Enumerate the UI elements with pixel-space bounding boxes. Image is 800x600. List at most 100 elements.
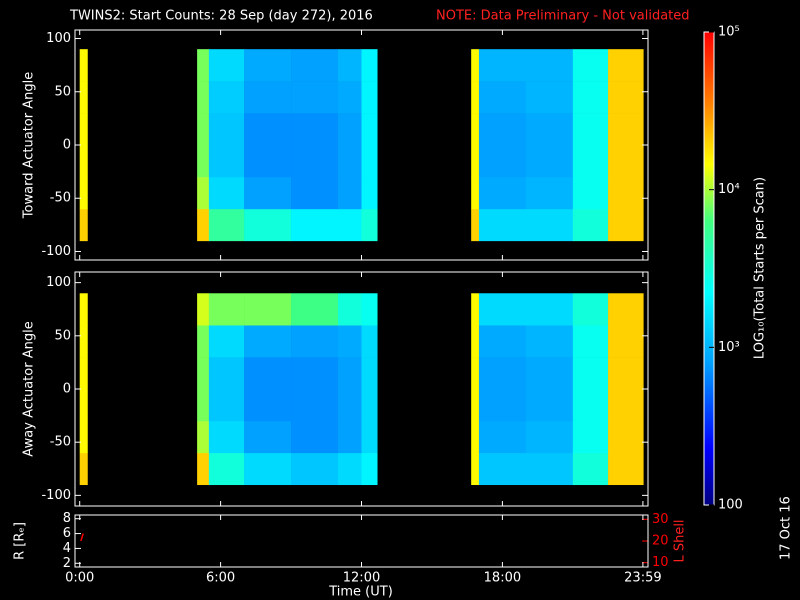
heatmap-cell bbox=[291, 420, 339, 454]
heatmap-cell bbox=[608, 325, 644, 358]
heatmap-cell bbox=[79, 420, 88, 454]
chart-title: TWINS2: Start Counts: 28 Sep (day 272), … bbox=[69, 9, 373, 24]
colorbar-tick-label: 10⁵ bbox=[718, 25, 740, 40]
heatmap-cell bbox=[572, 81, 609, 114]
heatmap-cell bbox=[525, 325, 574, 358]
heatmap-cell bbox=[208, 49, 245, 82]
colorbar-tick-label: 10⁴ bbox=[718, 182, 740, 197]
heatmap-cell bbox=[361, 420, 378, 454]
heatmap-cell bbox=[197, 357, 210, 422]
plot-frame bbox=[74, 514, 649, 568]
y2-tick-label: 20 bbox=[652, 534, 669, 549]
heatmap-cell bbox=[291, 293, 339, 326]
x-tick-label: 12:00 bbox=[343, 571, 380, 586]
y-tick-label: 50 bbox=[54, 328, 71, 343]
heatmap-cell bbox=[471, 208, 480, 242]
heatmap-cell bbox=[478, 325, 527, 358]
heatmap-cell bbox=[478, 176, 527, 210]
heatmap-cell bbox=[478, 357, 527, 422]
heatmap-cell bbox=[471, 176, 480, 210]
heatmap-cell bbox=[471, 325, 480, 358]
y-tick-label: 100 bbox=[46, 275, 71, 290]
heatmap-cell bbox=[525, 357, 574, 422]
heatmap-cell bbox=[572, 420, 609, 454]
heatmap-cell bbox=[244, 81, 292, 114]
heatmap-cell bbox=[338, 81, 362, 114]
heatmap-cell bbox=[291, 81, 339, 114]
heatmap-cell bbox=[244, 357, 292, 422]
heatmap-cell bbox=[608, 176, 644, 210]
heatmap-cell bbox=[608, 293, 644, 326]
heatmap-cell bbox=[572, 208, 609, 242]
y-tick-label: 6 bbox=[63, 526, 71, 541]
heatmap-cell bbox=[244, 325, 292, 358]
heatmap-cell bbox=[197, 113, 210, 178]
heatmap-cell bbox=[338, 420, 362, 454]
heatmap-cell bbox=[361, 325, 378, 358]
heatmap-cell bbox=[338, 293, 362, 326]
heatmap-cell bbox=[208, 420, 245, 454]
y-tick-label: -50 bbox=[50, 191, 71, 206]
heatmap-cell bbox=[291, 452, 339, 486]
heatmap-cell bbox=[208, 452, 245, 486]
y-tick-label: 100 bbox=[46, 31, 71, 46]
heatmap-cell bbox=[79, 176, 88, 210]
heatmap-cell bbox=[572, 49, 609, 82]
heatmap-cell bbox=[244, 49, 292, 82]
heatmap-cell bbox=[471, 293, 480, 326]
heatmap-cell bbox=[197, 81, 210, 114]
heatmap-cell bbox=[471, 452, 480, 486]
heatmap-cell bbox=[525, 293, 574, 326]
heatmap-cell bbox=[478, 81, 527, 114]
heatmap-cell bbox=[608, 357, 644, 422]
x-tick-label: 18:00 bbox=[484, 571, 521, 586]
heatmap-cell bbox=[608, 452, 644, 486]
heatmap-cell bbox=[338, 49, 362, 82]
y-axis-label: Toward Actuator Angle bbox=[22, 72, 37, 219]
heatmap-cell bbox=[525, 176, 574, 210]
heatmap-cell bbox=[338, 452, 362, 486]
heatmap-cell bbox=[361, 452, 378, 486]
heatmap-cell bbox=[471, 49, 480, 82]
heatmap-cell bbox=[244, 113, 292, 178]
heatmap-cell bbox=[361, 293, 378, 326]
heatmap-cell bbox=[338, 176, 362, 210]
heatmap-cell bbox=[244, 208, 292, 242]
heatmap-cell bbox=[208, 293, 245, 326]
y-tick-label: -50 bbox=[50, 435, 71, 450]
heatmap-cell bbox=[338, 325, 362, 358]
heatmap-cell bbox=[608, 208, 644, 242]
heatmap-cell bbox=[608, 420, 644, 454]
heatmap-cell bbox=[361, 81, 378, 114]
heatmap-cell bbox=[244, 293, 292, 326]
colorbar bbox=[704, 32, 714, 505]
heatmap-cell bbox=[208, 113, 245, 178]
heatmap-cell bbox=[197, 49, 210, 82]
heatmap-cell bbox=[525, 81, 574, 114]
y-tick-label: -100 bbox=[41, 244, 71, 259]
heatmap-cell bbox=[572, 293, 609, 326]
heatmap-cell bbox=[572, 176, 609, 210]
y2-tick-label: 10 bbox=[652, 555, 669, 570]
heatmap-cell bbox=[291, 49, 339, 82]
x-tick-label: 6:00 bbox=[206, 571, 235, 586]
heatmap-cell bbox=[361, 113, 378, 178]
heatmap-cell bbox=[197, 176, 210, 210]
heatmap-cell bbox=[338, 357, 362, 422]
heatmap-cell bbox=[291, 113, 339, 178]
heatmap-cell bbox=[208, 357, 245, 422]
heatmap-cell bbox=[471, 357, 480, 422]
heatmap-cell bbox=[471, 81, 480, 114]
colorbar-tick-label: 100 bbox=[718, 498, 743, 513]
heatmap-cell bbox=[608, 81, 644, 114]
y-axis-label: R [Rₑ] bbox=[13, 522, 28, 560]
y-tick-label: 2 bbox=[63, 556, 71, 571]
heatmap-cell bbox=[525, 452, 574, 486]
y-tick-label: 8 bbox=[63, 511, 71, 526]
heatmap-cell bbox=[361, 357, 378, 422]
note: NOTE: Data Preliminary - Not validated bbox=[436, 9, 690, 24]
heatmap-cell bbox=[244, 452, 292, 486]
x-tick-label: 0:00 bbox=[65, 571, 94, 586]
heatmap-cell bbox=[208, 176, 245, 210]
heatmap-cell bbox=[478, 293, 527, 326]
